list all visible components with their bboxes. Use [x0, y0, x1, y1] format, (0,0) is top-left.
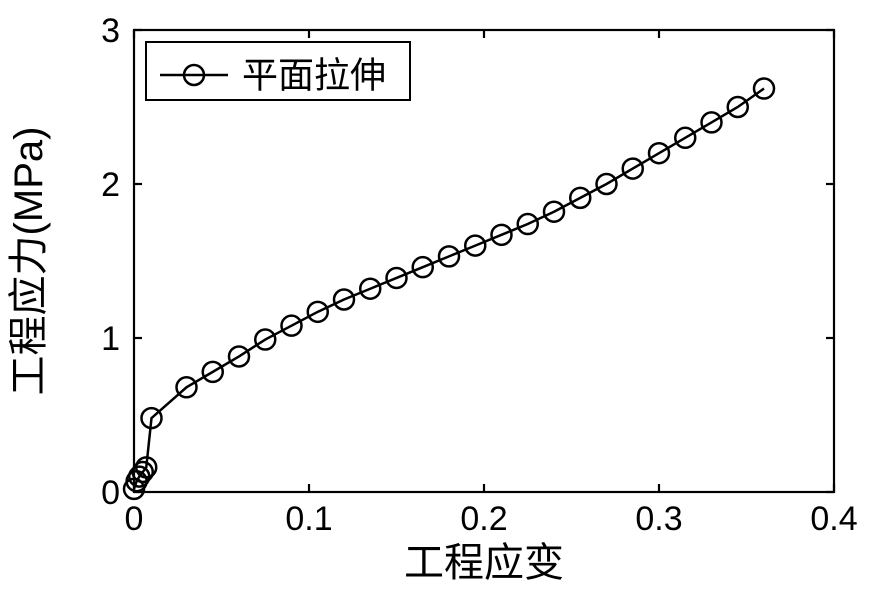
y-tick-label: 1 — [101, 320, 120, 358]
x-tick-label: 0.2 — [460, 500, 507, 538]
x-tick-label: 0.3 — [635, 500, 682, 538]
legend-label: 平面拉伸 — [242, 55, 386, 96]
series-line — [134, 89, 764, 489]
data-series — [124, 79, 774, 499]
chart-container: 0 0.1 0.2 0.3 0.4 0 1 2 3 平面拉伸 工程应变 工程应力(MPa) — [0, 0, 873, 591]
y-ticks: 0 1 2 3 — [101, 12, 834, 512]
x-tick-label: 0.4 — [810, 500, 857, 538]
chart-svg: 0 0.1 0.2 0.3 0.4 0 1 2 3 平面拉伸 工程应变 工程应力(MPa) — [0, 0, 873, 591]
y-tick-label: 3 — [101, 12, 120, 50]
x-tick-label: 0 — [125, 500, 144, 538]
y-axis-title: 工程应力(MPa) — [7, 127, 51, 396]
x-tick-label: 0.1 — [285, 500, 332, 538]
x-axis-title: 工程应变 — [404, 541, 564, 585]
legend: 平面拉伸 — [146, 42, 410, 100]
y-tick-label: 0 — [101, 474, 120, 512]
y-tick-label: 2 — [101, 166, 120, 204]
